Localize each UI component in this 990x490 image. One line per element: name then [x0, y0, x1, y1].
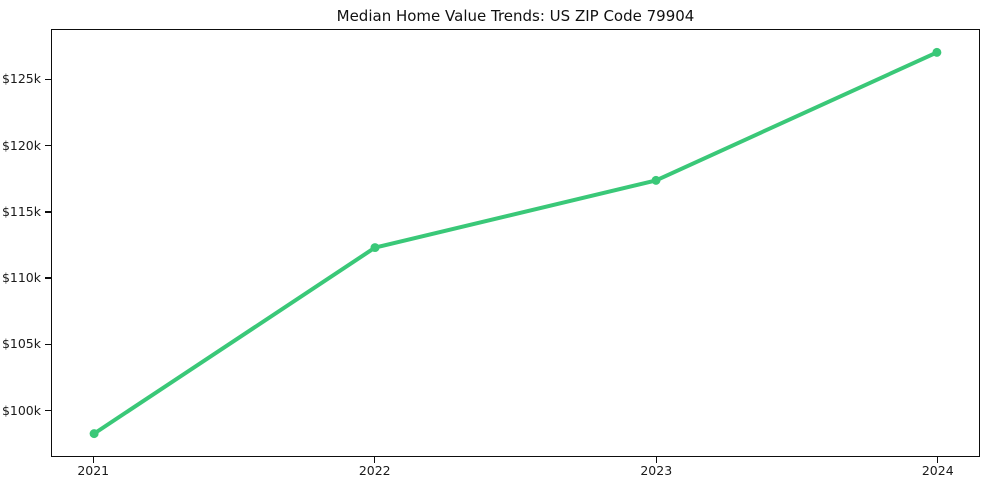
x-axis-tick — [655, 457, 657, 463]
y-axis-tick-label: $120k — [1, 137, 41, 153]
data-point-marker — [370, 243, 380, 253]
data-point-marker — [89, 429, 99, 439]
x-axis-tick-label: 2023 — [640, 463, 673, 478]
line-series-canvas — [89, 47, 942, 439]
data-point-marker — [651, 175, 661, 185]
x-axis-tick — [374, 457, 376, 463]
y-axis-tick-label: $105k — [1, 336, 41, 352]
trend-line — [92, 50, 939, 436]
y-axis-tick-label: $115k — [1, 203, 41, 219]
y-axis-tick — [45, 144, 51, 147]
y-axis-tick-label: $125k — [1, 71, 41, 87]
x-axis-tick — [937, 457, 939, 463]
y-axis-tick-label: $100k — [1, 402, 41, 418]
y-axis-tick — [45, 277, 51, 279]
x-axis-tick — [92, 457, 94, 463]
data-point-marker — [932, 47, 942, 57]
y-axis-tick — [45, 409, 51, 412]
x-axis-tick-label: 2024 — [921, 463, 954, 478]
y-axis-tick — [45, 211, 51, 213]
y-axis-tick — [45, 78, 51, 81]
y-axis-tick-label: $110k — [1, 270, 41, 286]
x-axis-tick-label: 2022 — [358, 463, 391, 478]
y-axis-tick — [45, 343, 51, 346]
x-axis-tick-label: 2021 — [77, 463, 110, 478]
chart-title: Median Home Value Trends: US ZIP Code 79… — [336, 7, 695, 25]
plot-area — [51, 29, 980, 457]
